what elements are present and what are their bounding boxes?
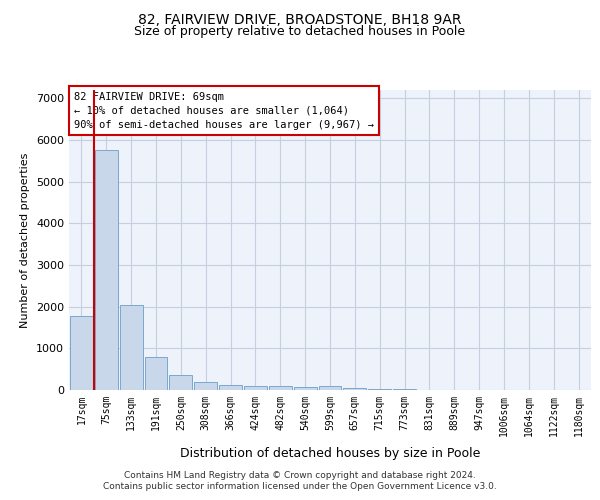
Bar [269, 386, 292, 390]
X-axis label: Distribution of detached houses by size in Poole: Distribution of detached houses by size … [180, 447, 480, 460]
Bar [145, 356, 167, 390]
Bar [219, 385, 242, 390]
Text: 82, FAIRVIEW DRIVE, BROADSTONE, BH18 9AR: 82, FAIRVIEW DRIVE, BROADSTONE, BH18 9AR [138, 12, 462, 26]
Bar [368, 389, 391, 390]
Bar [120, 304, 143, 390]
Bar [294, 387, 317, 390]
Text: Size of property relative to detached houses in Poole: Size of property relative to detached ho… [134, 25, 466, 38]
Bar [70, 316, 93, 390]
Bar [319, 386, 341, 390]
Text: Contains public sector information licensed under the Open Government Licence v3: Contains public sector information licen… [103, 482, 497, 491]
Y-axis label: Number of detached properties: Number of detached properties [20, 152, 31, 328]
Bar [95, 150, 118, 390]
Text: Contains HM Land Registry data © Crown copyright and database right 2024.: Contains HM Land Registry data © Crown c… [124, 471, 476, 480]
Bar [244, 386, 267, 390]
Bar [194, 382, 217, 390]
Bar [169, 376, 192, 390]
Bar [343, 388, 366, 390]
Text: 82 FAIRVIEW DRIVE: 69sqm
← 10% of detached houses are smaller (1,064)
90% of sem: 82 FAIRVIEW DRIVE: 69sqm ← 10% of detach… [74, 92, 374, 130]
